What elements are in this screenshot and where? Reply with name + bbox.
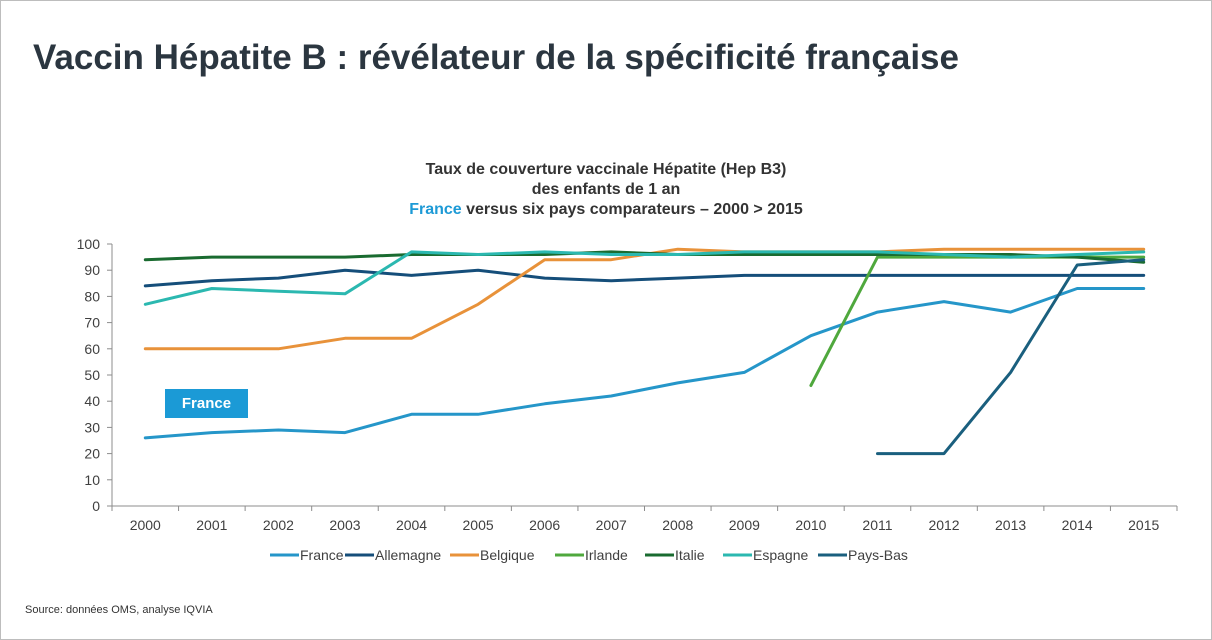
- y-tick-label: 30: [84, 419, 100, 435]
- x-tick-label: 2011: [862, 517, 892, 533]
- series-line-pays-bas: [876, 258, 1146, 456]
- legend-label: Belgique: [480, 547, 535, 563]
- y-tick-label: 20: [84, 446, 100, 462]
- y-tick-label: 50: [84, 367, 100, 383]
- y-tick-label: 100: [77, 236, 101, 252]
- y-tick-label: 60: [84, 341, 100, 357]
- series-line-france: [143, 287, 1146, 440]
- y-tick-label: 70: [84, 315, 100, 331]
- chart-title-highlight: France: [409, 201, 462, 218]
- x-tick-label: 2004: [396, 517, 427, 533]
- chart-title-rest: versus six pays comparateurs – 2000 > 20…: [461, 201, 803, 218]
- x-tick-label: 2015: [1128, 517, 1159, 533]
- chart-series: [143, 247, 1146, 456]
- y-tick-label: 10: [84, 472, 100, 488]
- slide-title: Vaccin Hépatite B : révélateur de la spé…: [33, 38, 959, 77]
- x-tick-label: 2000: [130, 517, 161, 533]
- source-note: Source: données OMS, analyse IQVIA: [25, 604, 213, 616]
- chart-title-line-1: Taux de couverture vaccinale Hépatite (H…: [425, 161, 787, 178]
- x-tick-label: 2012: [928, 517, 959, 533]
- legend-label: Allemagne: [375, 547, 441, 563]
- y-tick-label: 0: [92, 498, 100, 514]
- y-tick-label: 90: [84, 262, 100, 278]
- x-tick-label: 2008: [662, 517, 693, 533]
- x-tick-label: 2013: [995, 517, 1026, 533]
- chart-axes: 0 10 20 30 40 50 60 70 80 90 100 2000 2001 2002 2003 20…: [77, 236, 1178, 533]
- x-tick-label: 2014: [1062, 517, 1093, 533]
- x-tick-label: 2010: [795, 517, 826, 533]
- y-tick-label: 40: [84, 393, 100, 409]
- legend-label: Irlande: [585, 547, 628, 563]
- legend-label: Espagne: [753, 547, 808, 563]
- legend-label: Italie: [675, 547, 705, 563]
- x-tick-label: 2006: [529, 517, 560, 533]
- x-tick-label: 2007: [596, 517, 627, 533]
- series-line-belgique: [143, 247, 1146, 351]
- france-annotation: France: [165, 389, 248, 418]
- x-tick-label: 2003: [329, 517, 360, 533]
- legend-label: France: [300, 547, 344, 563]
- chart-title-line-3: France versus six pays comparateurs – 20…: [0, 200, 1212, 220]
- x-tick-label: 2002: [263, 517, 294, 533]
- series-line-espagne: [143, 250, 1146, 306]
- y-tick-label: 80: [84, 288, 100, 304]
- chart-legend: France Allemagne Belgique Irlande Italie Espa…: [270, 547, 908, 563]
- chart-title-line-2: des enfants de 1 an: [531, 181, 681, 198]
- x-tick-label: 2005: [463, 517, 494, 533]
- x-tick-label: 2009: [729, 517, 760, 533]
- chart-title: Taux de couverture vaccinale Hépatite (H…: [0, 160, 1212, 220]
- x-tick-label: 2001: [196, 517, 227, 533]
- legend-label: Pays-Bas: [848, 547, 908, 563]
- series-line-allemagne: [143, 268, 1146, 288]
